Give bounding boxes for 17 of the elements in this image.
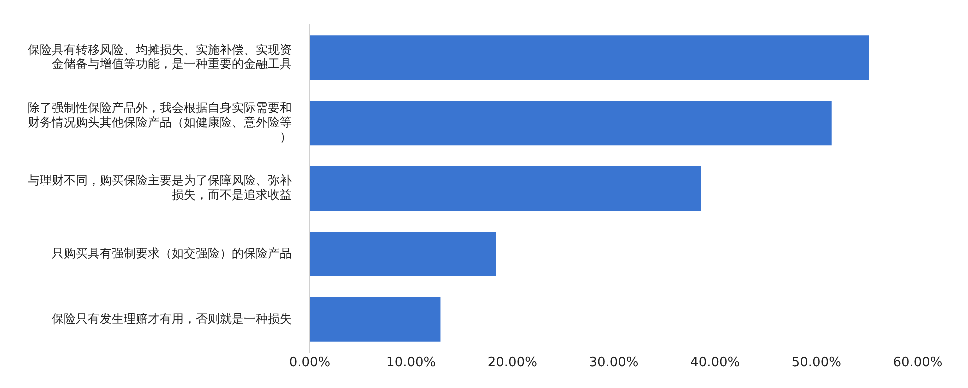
x-tick-label: 50.00% [792,356,842,371]
bar [310,166,702,212]
x-tick-label: 0.00% [289,356,331,371]
x-tick-label: 40.00% [690,356,740,371]
x-tick-label: 20.00% [488,356,538,371]
y-tick-label: 只购买具有强制要求（如交强险）的保险产品 [52,246,292,260]
bar [310,232,496,276]
bar [310,36,870,80]
x-tick-label: 10.00% [386,356,436,371]
y-tick-label: 保险具有转移风险、均摊损失、实施补偿、实现资金储备与增值等功能，是一种重要的金融工具 [28,42,292,72]
y-tick-label: 与理财不同，购买保险主要是为了保障风险、弥补损失，而不是追求收益 [28,174,292,202]
y-tick-label: 保险只有发生理赔才有用，否则就是一种损失 [52,312,292,326]
x-tick-label: 60.00% [893,356,943,371]
bar [310,297,441,342]
bar [310,101,832,146]
x-tick-label: 30.00% [589,356,639,371]
y-tick-label: 除了强制性保险产品外，我会根据自身实际需要和财务情况购头其他保险产品（如健康险、意外险等） [28,101,292,144]
